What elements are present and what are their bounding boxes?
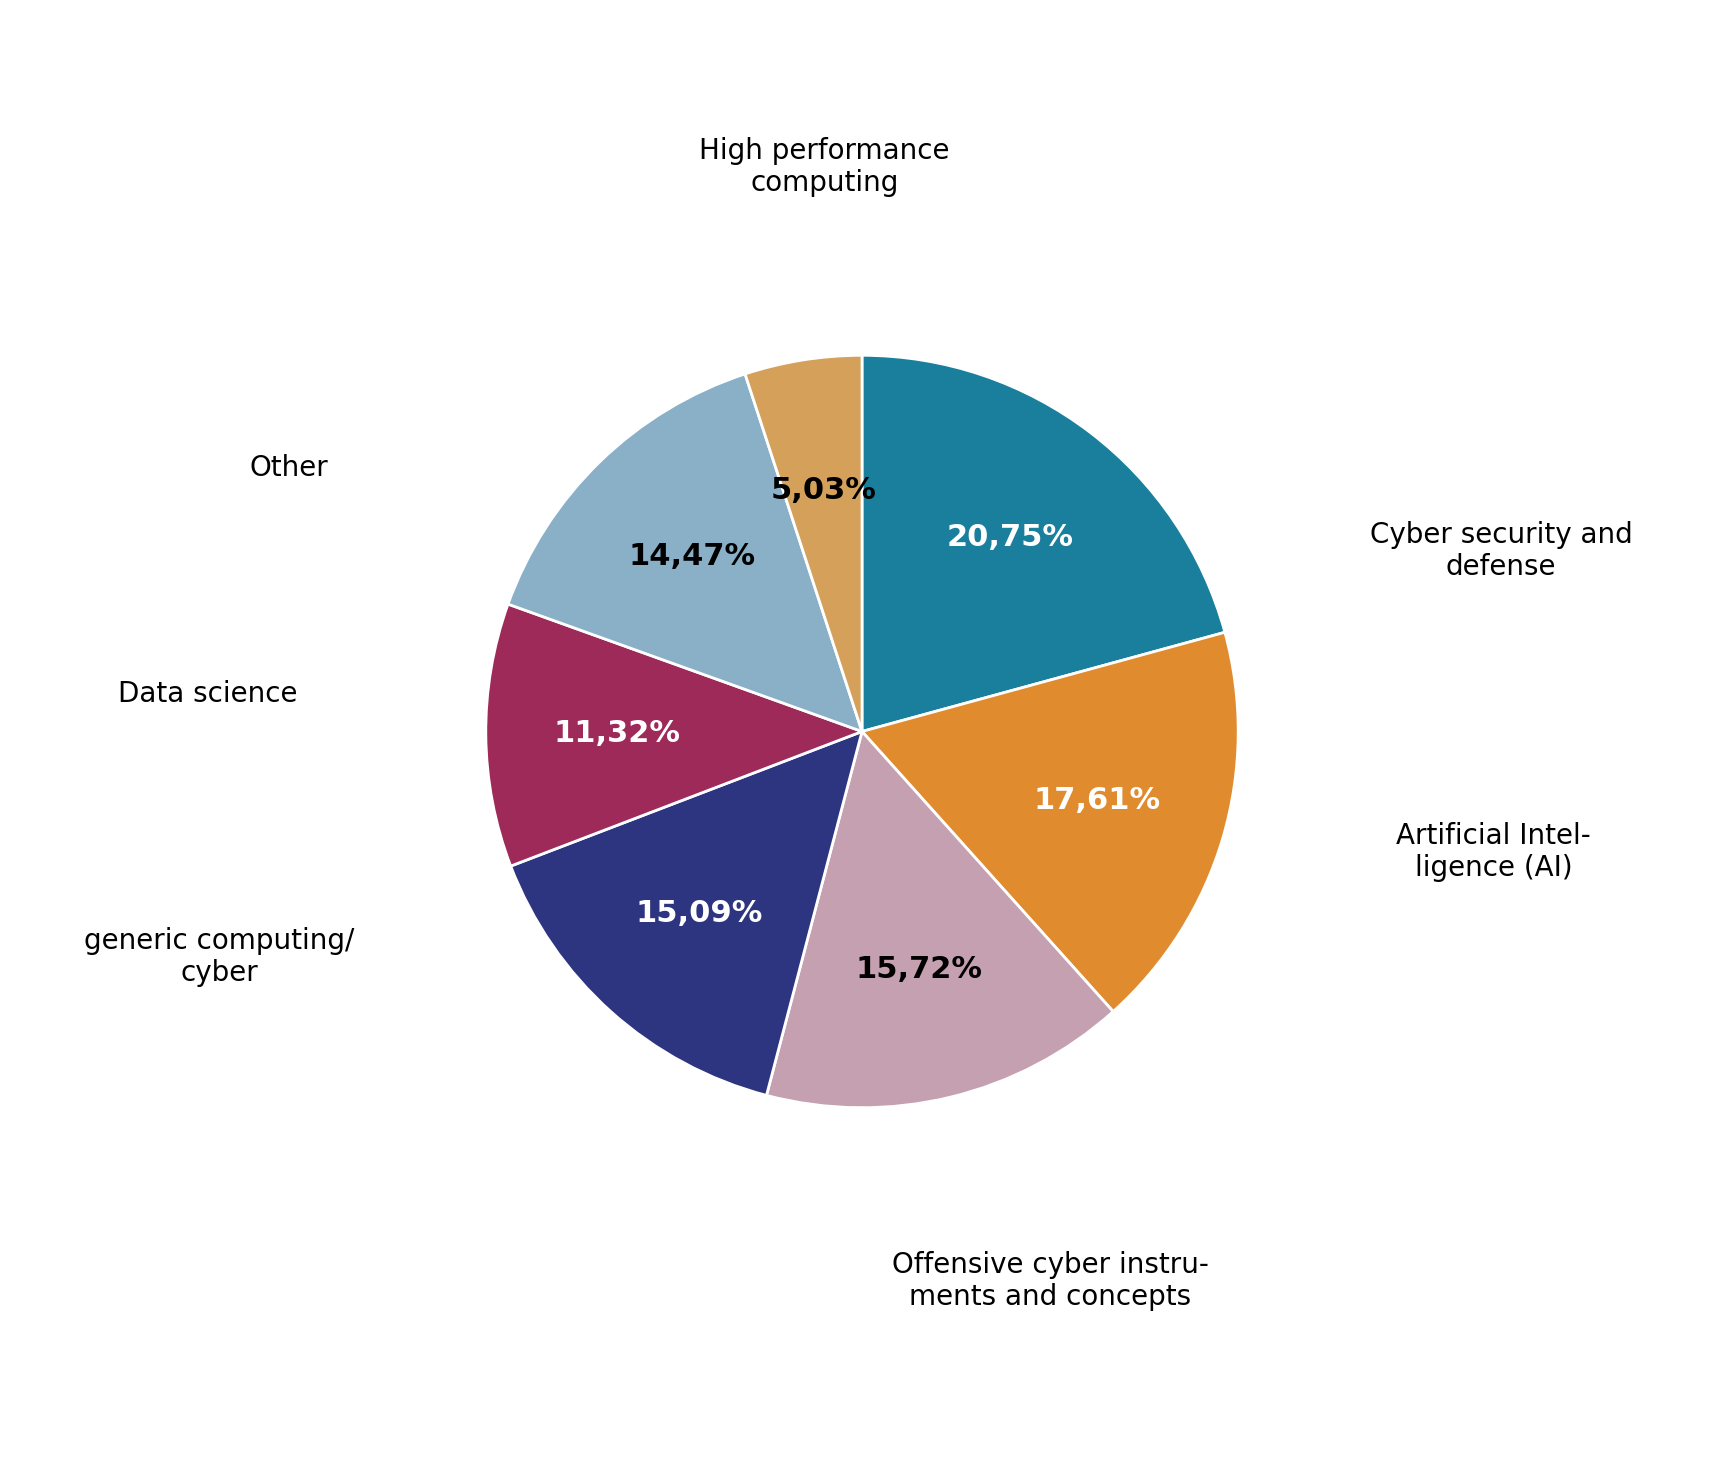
Text: 5,03%: 5,03% <box>770 475 875 505</box>
Text: Other: Other <box>248 454 327 483</box>
Text: 15,09%: 15,09% <box>634 900 762 928</box>
Wedge shape <box>510 732 862 1096</box>
Text: generic computing/
cyber: generic computing/ cyber <box>84 928 353 988</box>
Wedge shape <box>508 375 862 732</box>
Text: 11,32%: 11,32% <box>553 720 681 749</box>
Text: Offensive cyber instru-
ments and concepts: Offensive cyber instru- ments and concep… <box>891 1251 1208 1311</box>
Text: Data science: Data science <box>119 680 298 708</box>
Text: 14,47%: 14,47% <box>627 541 755 571</box>
Text: Artificial Intel-
ligence (AI): Artificial Intel- ligence (AI) <box>1396 822 1590 882</box>
Text: High performance
computing: High performance computing <box>700 138 949 198</box>
Wedge shape <box>744 356 862 732</box>
Text: 15,72%: 15,72% <box>855 955 982 983</box>
Wedge shape <box>862 632 1237 1011</box>
Wedge shape <box>862 356 1223 732</box>
Text: 20,75%: 20,75% <box>946 522 1073 552</box>
Text: Cyber security and
defense: Cyber security and defense <box>1370 521 1632 581</box>
Wedge shape <box>486 604 862 866</box>
Text: 17,61%: 17,61% <box>1032 786 1160 815</box>
Wedge shape <box>767 732 1113 1107</box>
